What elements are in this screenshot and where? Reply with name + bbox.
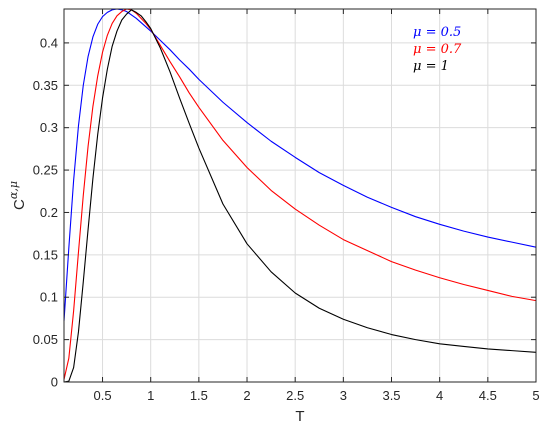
y-tick-label: 0.35 — [33, 78, 58, 93]
y-tick-label: 0.3 — [40, 120, 58, 135]
y-axis-label-superscript: α,μ — [7, 181, 20, 199]
y-tick-label: 0.2 — [40, 205, 58, 220]
series-line-1 — [63, 8, 537, 321]
plot-frame — [63, 8, 537, 383]
y-axis-label-main: C — [11, 199, 28, 210]
legend: μ = 0.5 μ = 0.7 μ = 1 — [413, 25, 462, 74]
x-tick-label: 4 — [436, 388, 443, 403]
x-tick-label: 2 — [243, 388, 250, 403]
axes — [63, 8, 537, 383]
x-axis-label: T — [295, 408, 304, 425]
x-tick-label: 1.5 — [190, 388, 208, 403]
legend-entry-1: μ = 0.5 — [413, 25, 461, 40]
y-tick-label: 0.05 — [33, 332, 58, 347]
x-tick-label: 1 — [147, 388, 154, 403]
series-line-3 — [63, 9, 537, 383]
tick-labels: 0.5 1 1.5 2 2.5 3 3.5 4 4.5 5 0 0.05 0.1 0.15 0.2 0.25 0… — [33, 35, 540, 403]
legend-entry-3: μ = 1 — [413, 59, 449, 74]
y-tick-label: 0.1 — [40, 290, 58, 305]
y-tick-label: 0.15 — [33, 247, 58, 262]
x-tick-label: 3.5 — [382, 388, 400, 403]
series-lines — [63, 8, 537, 383]
x-tick-label: 0.5 — [93, 388, 111, 403]
y-tick-label: 0.25 — [33, 163, 58, 178]
x-tick-label: 3 — [340, 388, 347, 403]
y-tick-label: 0 — [51, 375, 58, 390]
x-tick-label: 4.5 — [479, 388, 497, 403]
y-axis-label: Cα,μ — [7, 181, 28, 210]
legend-entry-2: μ = 0.7 — [413, 42, 462, 57]
x-tick-label: 2.5 — [286, 388, 304, 403]
x-tick-label: 5 — [532, 388, 539, 403]
y-tick-label: 0.4 — [40, 35, 58, 50]
